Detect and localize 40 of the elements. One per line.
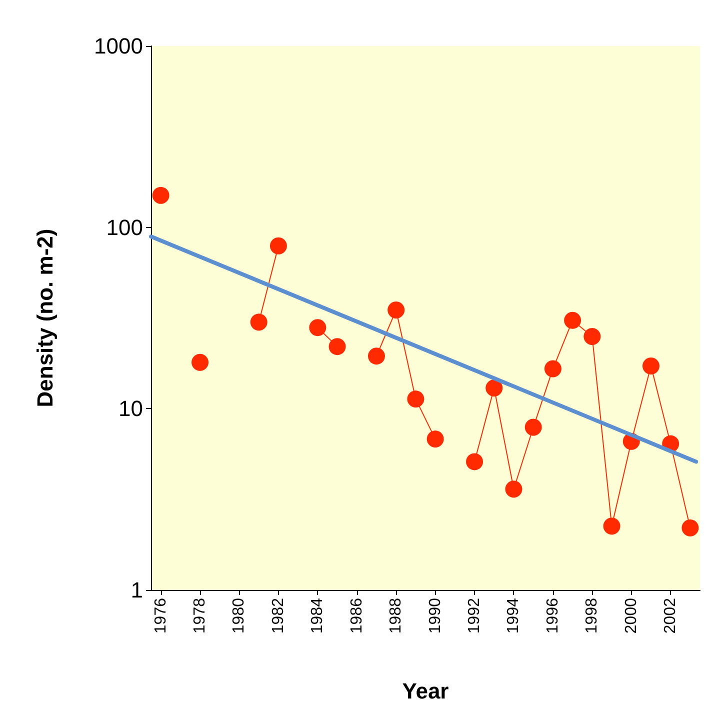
point [426,430,444,448]
point [603,518,620,535]
x-axis-title: Year [402,678,450,704]
point [328,338,346,356]
point [505,480,522,498]
x-tick-label: 2002 [662,598,680,634]
x-tick-label: 1978 [192,598,209,634]
point [192,354,209,371]
y-tick-label: 100 [106,214,143,240]
x-tick-label: 1992 [466,598,484,634]
x-tick-label: 1982 [270,598,287,634]
point [584,328,601,345]
point [152,186,170,204]
point [544,360,562,378]
point [642,357,660,374]
x-tick-label: 1990 [426,598,444,634]
x-tick-label: 1986 [348,598,366,634]
point [388,302,405,319]
y-tick-label: 1000 [94,34,143,58]
point [270,237,287,254]
x-tick-label: 1998 [584,598,601,634]
point [682,519,699,536]
x-tick-label: 1994 [505,598,522,634]
x-tick-label: 1976 [152,598,170,634]
x-tick-label: 2000 [622,598,640,634]
point [250,314,268,331]
y-tick-label: 1 [130,578,143,602]
point [466,453,484,470]
point [564,312,582,329]
x-tick-label: 1984 [309,598,326,634]
y-tick-label: 10 [118,396,143,422]
y-axis-title: Density (no. m-2) [32,228,58,408]
point [309,319,326,336]
point [524,418,542,436]
x-tick-label: 1988 [388,598,405,634]
x-tick-label: 1996 [544,598,562,634]
point [407,390,424,408]
point [368,348,385,365]
x-tick-label: 1980 [230,598,248,634]
point [486,380,503,396]
